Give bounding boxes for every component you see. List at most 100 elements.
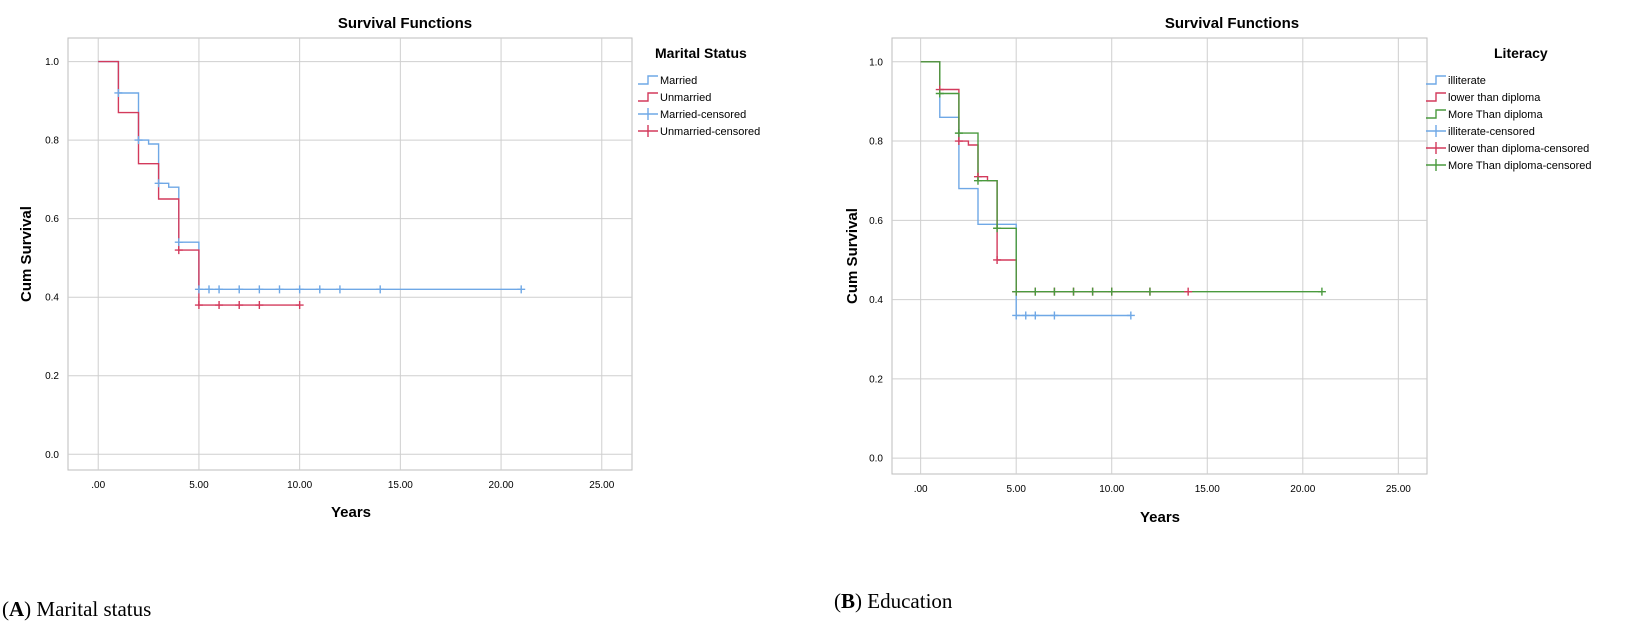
censor-mark-more-than-diploma	[993, 224, 1002, 233]
chart-title: Survival Functions	[1165, 15, 1299, 32]
x-tick-label: 15.00	[1195, 484, 1220, 495]
legend-label: More Than diploma	[1448, 109, 1543, 121]
legend-swatch-censor	[1426, 125, 1446, 137]
legend-swatch-line	[1426, 92, 1446, 102]
x-tick-label: 5.00	[189, 480, 209, 491]
x-tick-label: 10.00	[287, 480, 312, 491]
caption-text: Marital status	[31, 597, 152, 621]
y-tick-label: 0.0	[869, 454, 883, 465]
chart-marital-status: Survival Functions 0.0 0.2 0.4 0.6 0.8 1.0 .00…	[18, 15, 760, 521]
legend-label: illiterate-censored	[1448, 126, 1535, 138]
censor-mark-married	[205, 285, 213, 294]
y-tick-label: 0.2	[45, 371, 59, 382]
censor-mark-married	[275, 285, 284, 294]
x-tick-label: 5.00	[1006, 484, 1026, 495]
legend-title: Marital Status	[655, 45, 747, 61]
censor-mark-illiterate	[1050, 311, 1059, 320]
x-axis-label: Years	[1140, 509, 1180, 526]
censor-mark-more-than-diploma	[1031, 287, 1040, 296]
y-tick-label: 0.6	[869, 216, 883, 227]
y-tick-label: 1.0	[45, 57, 59, 68]
censor-mark-more-than-diploma	[1012, 287, 1021, 296]
caption-text: Education	[862, 589, 953, 613]
censor-mark-unmarried	[194, 301, 203, 310]
legend-swatch-censor	[638, 108, 658, 120]
plot-frame	[891, 37, 1428, 475]
censor-mark-married	[215, 285, 224, 294]
censor-mark-married	[376, 285, 385, 294]
y-axis-label: Cum Survival	[18, 206, 35, 302]
caption-b: (B) Education	[834, 589, 953, 613]
legend-label: Unmarried	[660, 92, 711, 104]
legend-swatch-line	[638, 75, 658, 85]
legend-swatch-line	[638, 92, 658, 102]
censor-mark-unmarried	[235, 301, 244, 310]
x-tick-label: 15.00	[388, 480, 413, 491]
x-tick-label: 20.00	[489, 480, 514, 491]
legend-label: Unmarried-censored	[660, 126, 760, 138]
legend-label: lower than diploma	[1448, 92, 1541, 104]
legend-swatch-line	[1426, 75, 1446, 85]
series-line-illiterate	[920, 61, 1131, 317]
censor-mark-lower-than-diploma	[954, 137, 963, 146]
y-axis-label: Cum Survival	[844, 208, 861, 304]
legend-swatch-censor	[1426, 159, 1446, 171]
censor-mark-more-than-diploma	[935, 89, 944, 98]
censor-mark-unmarried	[255, 301, 264, 310]
censor-mark-more-than-diploma	[1107, 287, 1116, 296]
chart-title: Survival Functions	[338, 15, 472, 32]
legend-label: lower than diploma-censored	[1448, 143, 1589, 155]
censor-mark-more-than-diploma	[1050, 287, 1059, 296]
legend-label: Married-censored	[660, 109, 746, 121]
x-tick-label: .00	[914, 484, 928, 495]
x-tick-label: 20.00	[1290, 484, 1315, 495]
caption-a: (A) Marital status	[2, 597, 152, 621]
censor-mark-married	[235, 285, 244, 294]
censor-mark-married	[194, 285, 203, 294]
censor-mark-more-than-diploma	[1145, 287, 1154, 296]
censor-mark-more-than-diploma	[1088, 287, 1097, 296]
censor-mark-married	[517, 285, 526, 294]
x-tick-label: .00	[91, 480, 105, 491]
censor-mark-lower-than-diploma	[993, 255, 1002, 264]
legend-label: Married	[660, 75, 697, 87]
y-tick-label: 0.0	[45, 450, 59, 461]
censor-mark-married	[295, 285, 304, 294]
censor-mark-more-than-diploma	[973, 176, 982, 185]
censor-mark-married	[114, 88, 123, 97]
legend-swatch-censor	[1426, 142, 1446, 154]
y-tick-label: 0.6	[45, 214, 59, 225]
censor-mark-married	[335, 285, 344, 294]
censor-mark-married	[134, 136, 143, 145]
censor-mark-married	[255, 285, 264, 294]
legend-swatch-censor	[638, 125, 658, 137]
legend-swatch-line	[1426, 109, 1446, 119]
censor-mark-unmarried	[295, 301, 304, 310]
censor-mark-illiterate	[1031, 311, 1040, 320]
caption-label: A	[9, 597, 25, 621]
y-tick-label: 0.2	[869, 374, 883, 385]
censor-mark-lower-than-diploma	[1184, 287, 1193, 296]
censor-mark-illiterate	[1012, 311, 1021, 320]
y-tick-label: 0.8	[869, 137, 883, 148]
censor-mark-illiterate	[1126, 311, 1135, 320]
x-tick-label: 25.00	[589, 480, 614, 491]
y-tick-label: 0.8	[45, 136, 59, 147]
x-tick-label: 10.00	[1099, 484, 1124, 495]
legend-label: illiterate	[1448, 75, 1486, 87]
censor-mark-more-than-diploma	[1069, 287, 1078, 296]
legend-label: More Than diploma-censored	[1448, 160, 1591, 172]
chart-literacy: Survival Functions 0.0 0.2 0.4 0.6 0.8 1.0 .00…	[844, 15, 1591, 526]
legend-title: Literacy	[1494, 45, 1548, 61]
censor-mark-more-than-diploma	[954, 129, 963, 138]
censor-mark-more-than-diploma	[1317, 287, 1326, 296]
censor-mark-married	[154, 179, 163, 188]
y-tick-label: 0.4	[45, 293, 59, 304]
x-axis-label: Years	[331, 504, 371, 521]
censor-mark-unmarried	[215, 301, 224, 310]
censor-mark-illiterate	[1021, 311, 1030, 320]
caption-label: B	[841, 589, 856, 613]
censor-mark-unmarried	[174, 246, 183, 255]
series-line-married	[98, 60, 522, 290]
